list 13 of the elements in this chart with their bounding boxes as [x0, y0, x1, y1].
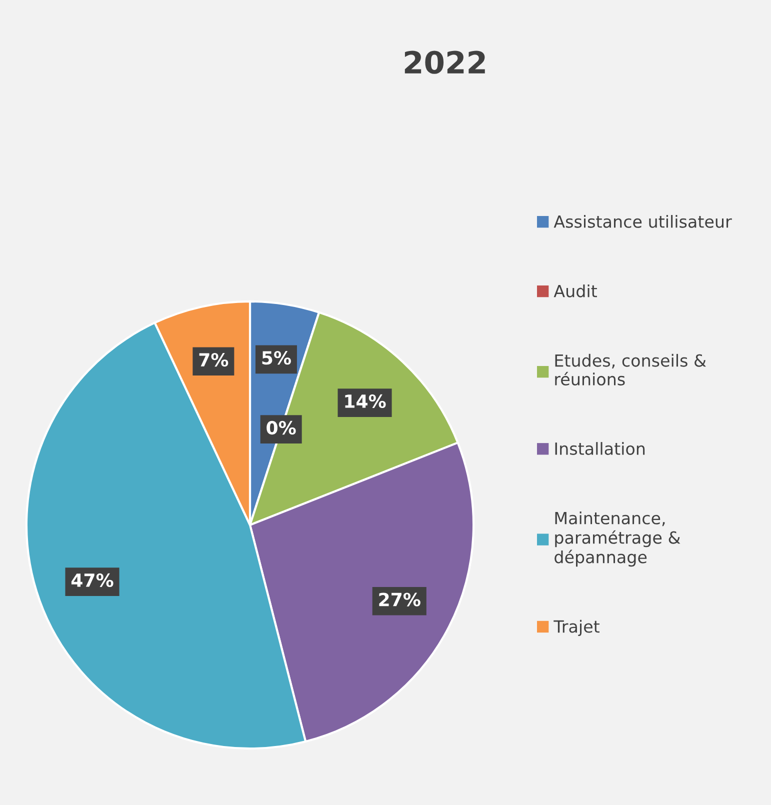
data-label: 5% [262, 351, 291, 365]
legend-label: Maintenance, paramétrage & dépannage [554, 512, 680, 567]
data-label: 7% [199, 352, 228, 367]
legend-label: Trajet [554, 620, 600, 636]
data-label: 14% [345, 394, 386, 408]
chart-title: 2022 [404, 50, 485, 74]
legend-label: Assistance utilisateur [554, 215, 732, 228]
legend-label: Installation [555, 442, 645, 455]
text: 0% [266, 420, 296, 435]
legend-label: Audit [554, 284, 597, 298]
data-label: 47% [71, 573, 114, 588]
data-label: 27% [379, 592, 420, 606]
legend-label: Etudes, conseils & réunions [555, 354, 706, 386]
